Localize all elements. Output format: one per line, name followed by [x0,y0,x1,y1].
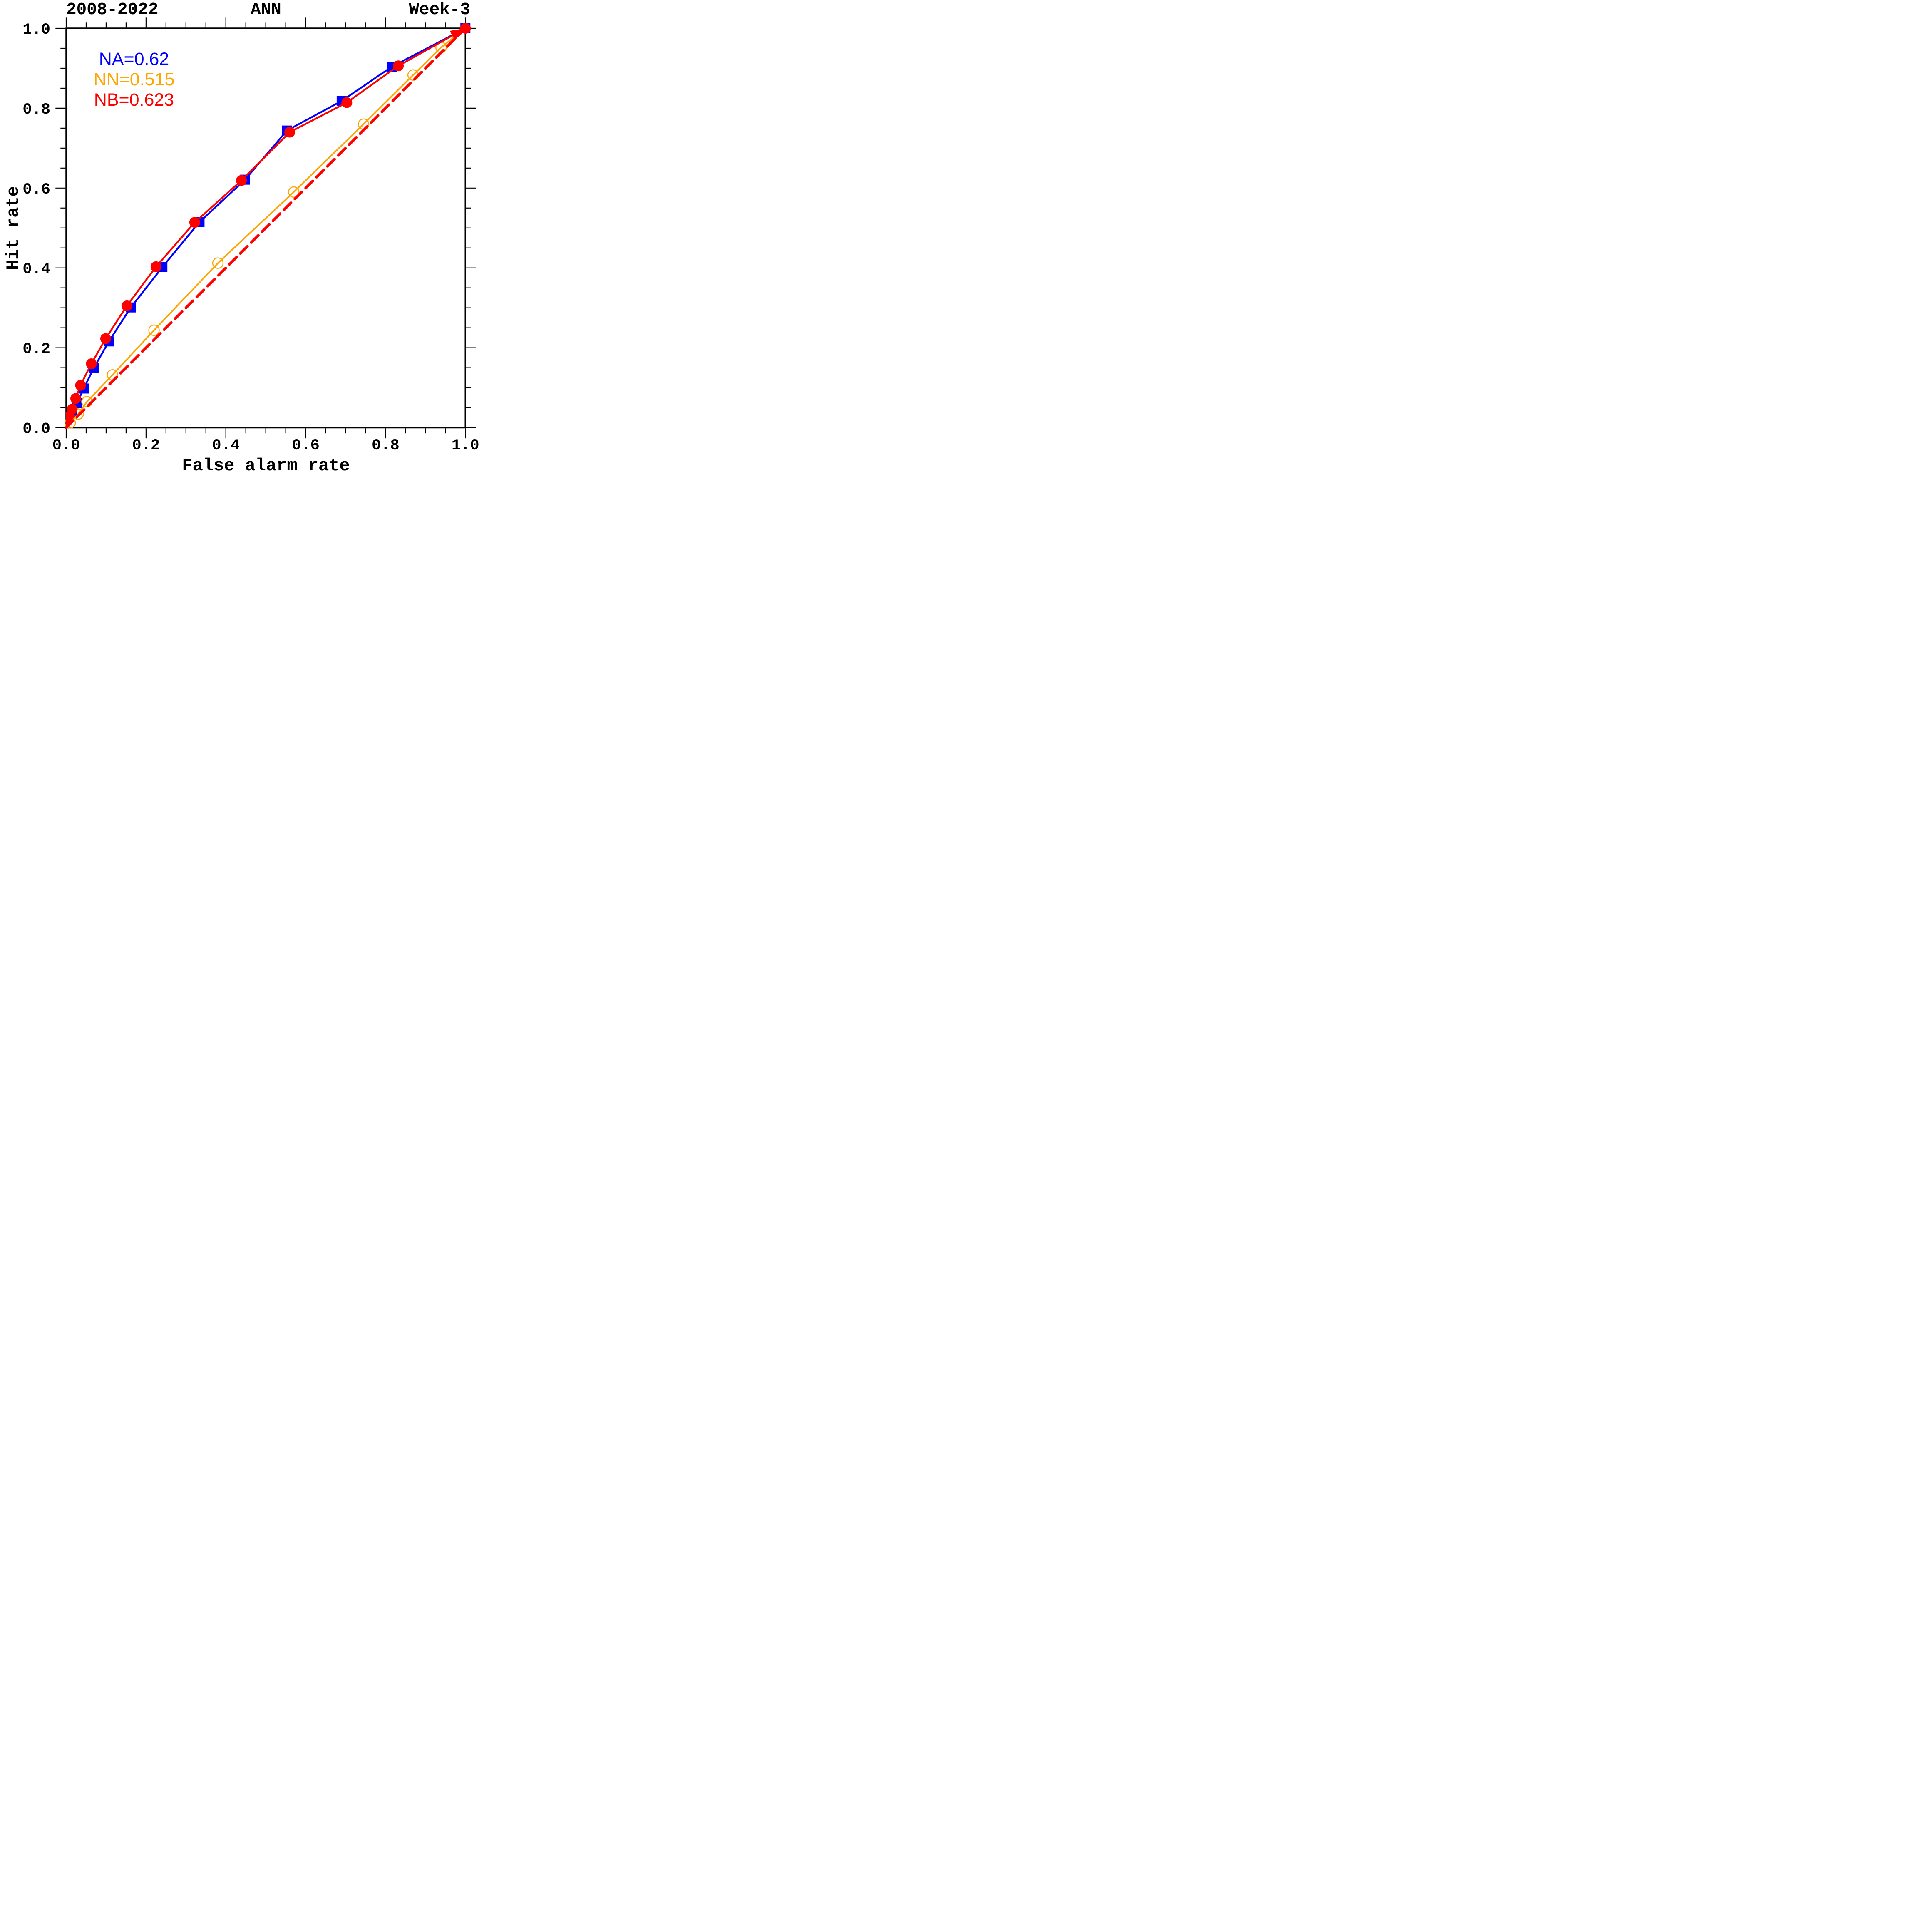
x-tick-label: 0.6 [292,437,320,454]
y-axis-title: Hit rate [3,186,23,270]
x-tick-label: 1.0 [452,437,479,454]
no-skill-diagonal [65,27,467,429]
roc-chart-figure: 2008-2022 ANN Week-3 0.0 0.2 0.4 0.6 0.8 1.0 0… [0,0,483,483]
axis-ticks [55,17,476,439]
marker-open-circle [148,324,160,336]
title-period: 2008-2022 [66,0,159,20]
y-tick-label: 0.2 [22,341,50,358]
x-tick-label: 0.0 [52,437,80,454]
auc-legend: NA=0.62 NN=0.515 NB=0.623 [94,49,175,110]
legend-item-nb: NB=0.623 [94,90,174,110]
marker-open-circle [288,186,300,198]
x-axis-title: False alarm rate [182,456,350,476]
y-tick-label: 0.4 [22,261,50,278]
roc-plot-canvas: 0.0 0.2 0.4 0.6 0.8 1.0 0.0 0.2 0.4 0.6 0.8 1.0 [22,17,479,454]
x-tick-label: 0.8 [372,437,400,454]
series-NB-line [65,27,466,428]
legend-item-nn: NN=0.515 [93,70,175,89]
y-tick-label: 0.8 [22,101,50,119]
legend-item-na: NA=0.62 [99,49,169,69]
y-tick-label: 0.0 [22,421,50,438]
y-tick-label: 1.0 [22,21,50,39]
marker-open-circle [212,257,224,269]
title-variable: ANN [251,0,281,20]
title-lead-week: Week-3 [409,0,470,20]
plot-frame [65,27,466,429]
x-tick-label: 0.2 [132,437,160,454]
tick-labels: 0.0 0.2 0.4 0.6 0.8 1.0 0.0 0.2 0.4 0.6 0.8 1.0 [22,21,479,454]
y-tick-label: 0.6 [22,181,50,199]
x-tick-label: 0.4 [212,437,240,454]
